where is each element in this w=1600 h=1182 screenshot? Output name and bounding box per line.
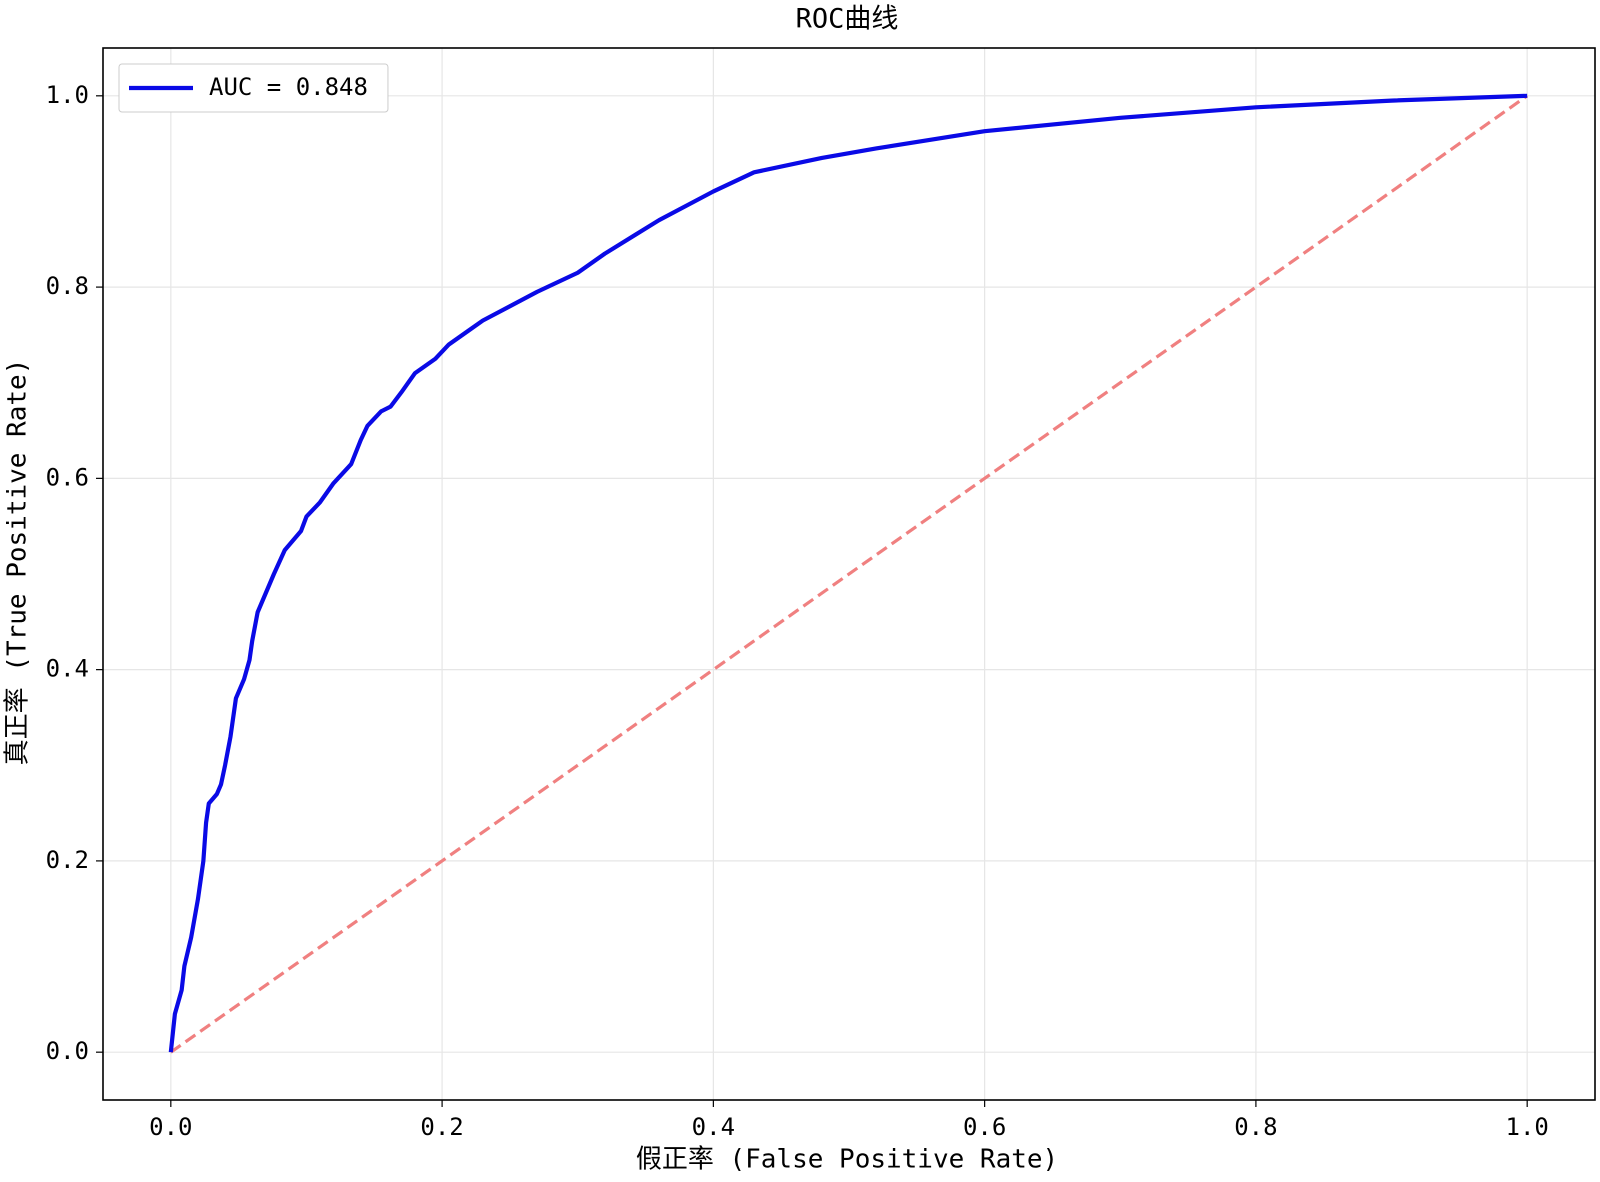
x-tick-label: 0.2: [420, 1113, 463, 1141]
x-tick-label: 0.4: [692, 1113, 735, 1141]
x-tick-label: 1.0: [1506, 1113, 1549, 1141]
y-tick-label: 0.4: [46, 655, 89, 683]
chart-title: ROC曲线: [796, 4, 899, 35]
y-tick-label: 0.0: [46, 1037, 89, 1065]
y-tick-label: 0.2: [46, 846, 89, 874]
x-tick-label: 0.6: [963, 1113, 1006, 1141]
y-tick-label: 0.8: [46, 272, 89, 300]
x-tick-label: 0.0: [149, 1113, 192, 1141]
y-tick-label: 1.0: [46, 81, 89, 109]
y-tick-label: 0.6: [46, 463, 89, 491]
x-tick-label: 0.8: [1234, 1113, 1277, 1141]
legend-label: AUC = 0.848: [209, 73, 368, 101]
plot-frame: [102, 47, 1596, 1101]
x-axis-label: 假正率 (False Positive Rate): [636, 1145, 1058, 1175]
series-line: [168, 93, 1528, 1053]
legend-box: [118, 63, 389, 113]
y-axis-label: 真正率 (True Positive Rate): [3, 359, 33, 766]
series-line: [169, 94, 1529, 1054]
